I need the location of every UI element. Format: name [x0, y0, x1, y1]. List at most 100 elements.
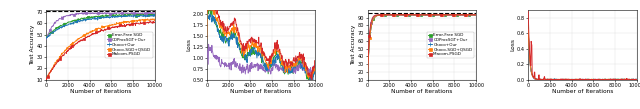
Line: Choco-SGD+QSGD: Choco-SGD+QSGD — [45, 18, 156, 82]
Ma⁠com-PSGD — [472, 14, 480, 16]
Choco-SGD+QSGD — [42, 80, 50, 81]
Malcom-PSGD — [147, 20, 154, 21]
Malcom-PSGD — [107, 28, 115, 29]
Choco-SGD+QSGD — [472, 14, 480, 15]
Choco-SGD+QSGD — [415, 14, 422, 15]
Choco+Our — [364, 79, 371, 80]
Error-Free SGD — [43, 35, 51, 36]
CDProxSGT+Our — [472, 14, 480, 16]
Error-Free SGD — [431, 14, 438, 15]
Ma⁠com-PSGD — [364, 66, 372, 67]
Choco+Our — [456, 14, 463, 15]
X-axis label: Number of Iterations: Number of Iterations — [552, 89, 613, 94]
Choco+Our — [364, 69, 372, 70]
Error-Free SGD — [106, 15, 114, 17]
Error-Free SGD — [134, 14, 141, 15]
X-axis label: Number of Iterations: Number of Iterations — [230, 89, 292, 94]
CDProxSGT+Our — [42, 39, 50, 40]
Error-Free SGD — [107, 14, 115, 16]
Malcom-PSGD — [134, 23, 141, 24]
X-axis label: Number of Iterations: Number of Iterations — [391, 89, 452, 94]
Choco-SGD+QSGD — [151, 18, 159, 20]
Ma⁠com-PSGD — [429, 14, 436, 15]
CDProxSGT+Our — [134, 13, 142, 14]
CDProxSGT+Our — [141, 12, 148, 13]
Choco-SGD+QSGD — [107, 25, 115, 26]
CDProxSGT+Our — [108, 13, 115, 14]
CDProxSGT+Our — [107, 13, 115, 14]
Error-Free SGD — [463, 14, 470, 16]
Error-Free SGD — [137, 13, 145, 14]
CDProxSGT+Our — [109, 12, 116, 14]
Malcom-PSGD — [43, 79, 51, 81]
CDProxSGT+Our — [431, 14, 438, 16]
Ma⁠com-PSGD — [404, 14, 412, 15]
Choco+Our — [43, 37, 51, 38]
CDProxSGT+Our — [364, 68, 372, 69]
Y-axis label: Test Accuracy: Test Accuracy — [351, 25, 356, 65]
Error-Free SGD — [472, 14, 480, 16]
Ma⁠com-PSGD — [463, 14, 470, 15]
Error-Free SGD — [425, 14, 433, 15]
Choco-SGD+QSGD — [134, 20, 141, 21]
Y-axis label: Loss: Loss — [186, 38, 191, 51]
Line: CDProxSGT+Our: CDProxSGT+Our — [45, 11, 156, 41]
Choco+Our — [430, 14, 438, 16]
Ma⁠com-PSGD — [456, 14, 463, 15]
Choco+Our — [134, 15, 141, 17]
Ma⁠com-PSGD — [364, 79, 371, 80]
Line: Error-Free SGD: Error-Free SGD — [366, 13, 477, 81]
Choco-SGD+QSGD — [149, 18, 157, 19]
Error-Free SGD — [364, 69, 372, 70]
Line: Malcom-PSGD: Malcom-PSGD — [45, 20, 156, 81]
Choco+Our — [428, 14, 436, 15]
CDProxSGT+Our — [456, 14, 463, 16]
CDProxSGT+Our — [463, 14, 470, 15]
Choco+Our — [448, 14, 456, 15]
Error-Free SGD — [429, 14, 436, 15]
Choco-SGD+QSGD — [109, 25, 116, 26]
CDProxSGT+Our — [364, 79, 371, 80]
Line: Choco+Our: Choco+Our — [366, 13, 477, 81]
Legend: Error-Free SGD, CDProxSGT+Our, Choco+Our, Choco-SGD+QSGD, Ma⁠com-PSGD: Error-Free SGD, CDProxSGT+Our, Choco+Our… — [426, 32, 474, 58]
Ma⁠com-PSGD — [428, 14, 436, 16]
CDProxSGT+Our — [385, 14, 393, 15]
CDProxSGT+Our — [429, 14, 436, 15]
Error-Free SGD — [109, 15, 116, 16]
X-axis label: Number of Iterations: Number of Iterations — [70, 89, 131, 94]
Choco+Our — [428, 14, 436, 15]
Choco+Our — [42, 38, 50, 39]
Error-Free SGD — [428, 14, 436, 16]
Choco-SGD+QSGD — [456, 14, 463, 16]
Error-Free SGD — [364, 79, 371, 80]
Error-Free SGD — [151, 14, 159, 15]
Line: CDProxSGT+Our: CDProxSGT+Our — [366, 13, 477, 81]
Choco-SGD+QSGD — [106, 25, 114, 26]
Y-axis label: Test Accuracy: Test Accuracy — [30, 25, 35, 65]
Error-Free SGD — [456, 14, 463, 15]
Line: Error-Free SGD: Error-Free SGD — [45, 12, 156, 39]
Malcom-PSGD — [151, 21, 159, 23]
Choco+Our — [141, 15, 148, 17]
Error-Free SGD — [42, 37, 50, 38]
Ma⁠com-PSGD — [431, 14, 438, 16]
Choco-SGD+QSGD — [429, 14, 436, 15]
Line: Ma⁠com-PSGD: Ma⁠com-PSGD — [366, 13, 477, 81]
Choco-SGD+QSGD — [141, 20, 148, 21]
Error-Free SGD — [141, 14, 148, 15]
Choco+Our — [472, 14, 480, 15]
CDProxSGT+Our — [151, 12, 159, 14]
CDProxSGT+Our — [43, 38, 51, 40]
CDProxSGT+Our — [81, 12, 89, 13]
Y-axis label: Loss: Loss — [511, 38, 515, 51]
Choco-SGD+QSGD — [43, 79, 51, 80]
Choco-SGD+QSGD — [428, 14, 436, 16]
Line: Choco+Our: Choco+Our — [45, 13, 156, 40]
Malcom-PSGD — [42, 79, 50, 81]
Malcom-PSGD — [109, 26, 116, 27]
Malcom-PSGD — [106, 27, 114, 29]
Choco+Our — [107, 17, 115, 18]
Choco+Our — [463, 14, 470, 15]
Choco+Our — [151, 15, 159, 16]
Choco-SGD+QSGD — [431, 14, 438, 15]
